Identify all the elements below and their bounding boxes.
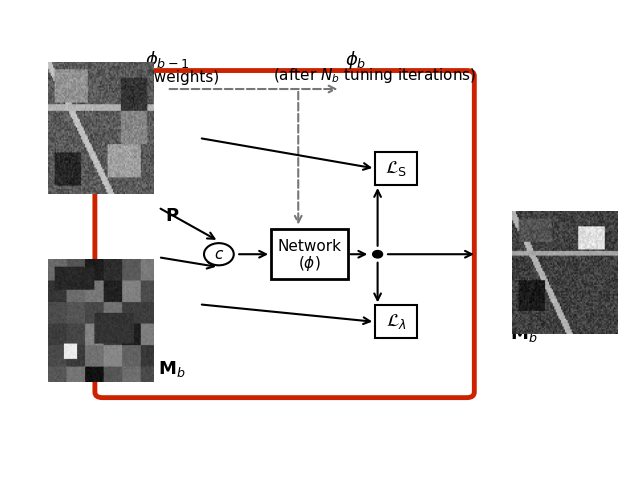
Text: $\mathbf{P}$: $\mathbf{P}$ — [164, 207, 179, 225]
Text: $\widehat{\mathbf{M}}_b$: $\widehat{\mathbf{M}}_b$ — [510, 320, 538, 345]
Text: (intitial weights): (intitial weights) — [95, 70, 219, 85]
Text: $\phi_{b-1}$: $\phi_{b-1}$ — [145, 48, 189, 71]
Text: $\mathcal{L}_{\lambda}$: $\mathcal{L}_{\lambda}$ — [386, 312, 406, 331]
Text: Network: Network — [277, 239, 341, 254]
Text: $\mathbf{M}_b$: $\mathbf{M}_b$ — [158, 359, 186, 379]
FancyBboxPatch shape — [95, 71, 474, 397]
Text: $\mathcal{L}_{\mathrm{S}}$: $\mathcal{L}_{\mathrm{S}}$ — [385, 159, 407, 178]
Text: $\phi_{b}$: $\phi_{b}$ — [344, 48, 366, 71]
Circle shape — [372, 251, 383, 258]
Text: ($\phi$): ($\phi$) — [298, 254, 321, 273]
FancyBboxPatch shape — [375, 305, 417, 338]
FancyBboxPatch shape — [271, 229, 348, 279]
FancyBboxPatch shape — [375, 152, 417, 185]
Text: (after $N_b$ tuning iterations): (after $N_b$ tuning iterations) — [273, 66, 477, 85]
Text: c: c — [214, 247, 223, 262]
Circle shape — [204, 243, 234, 265]
